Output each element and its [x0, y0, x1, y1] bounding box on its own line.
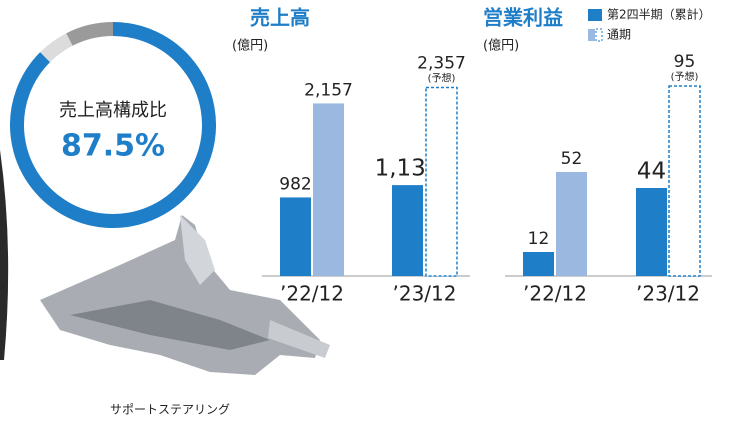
forecast-note: (予想) — [671, 70, 699, 83]
bar — [280, 197, 311, 276]
background — [0, 0, 734, 421]
x-tick-label: ’22/12 — [280, 282, 344, 306]
legend-swatch — [588, 9, 602, 21]
bar — [636, 188, 667, 276]
unit-label: (億円) — [232, 38, 268, 54]
legend-swatch — [588, 29, 595, 41]
x-tick-label: ’23/12 — [636, 282, 700, 306]
forecast-bar — [669, 86, 700, 276]
value-label: 2,357 — [417, 53, 466, 73]
value-label: 95 — [674, 52, 696, 72]
bar — [392, 185, 423, 276]
bar — [556, 172, 587, 276]
forecast-note: (予想) — [428, 71, 456, 84]
value-label: 2,157 — [304, 80, 353, 100]
legend-label: 通期 — [607, 28, 631, 42]
value-label: 982 — [279, 174, 311, 194]
center-value: 87.5% — [61, 129, 165, 164]
value-label: 12 — [528, 229, 550, 249]
x-tick-label: ’23/12 — [393, 282, 457, 306]
chart-title: 営業利益 — [483, 6, 563, 30]
value-label: 52 — [561, 149, 583, 169]
caption: サポートステアリング — [110, 403, 230, 417]
unit-label: (億円) — [483, 38, 519, 54]
legend-label: 第2四半期（累計） — [607, 7, 711, 22]
x-tick-label: ’22/12 — [523, 282, 587, 306]
legend-swatch-dashed — [596, 29, 602, 41]
center-label: 売上高構成比 — [59, 100, 167, 121]
value-label: 44 — [637, 159, 666, 185]
bar — [313, 103, 344, 276]
forecast-bar — [426, 87, 457, 276]
chart-title: 売上高 — [250, 6, 310, 30]
bar — [523, 252, 554, 276]
page: サポートステアリング 売上高構成比 87.5% 売上高 (億円) ’22/12 982 2,… — [0, 0, 734, 421]
